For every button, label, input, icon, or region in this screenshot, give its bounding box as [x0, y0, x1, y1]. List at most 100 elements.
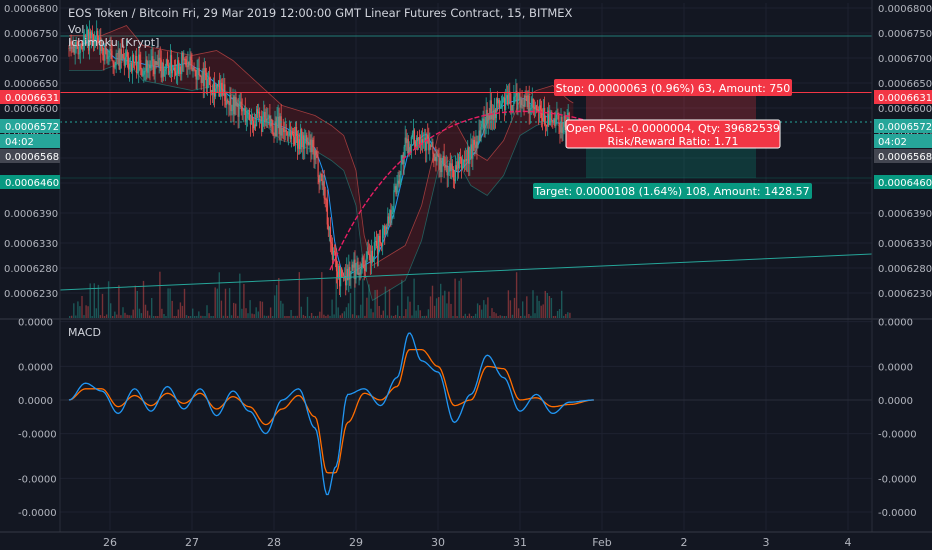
candle-body [70, 41, 72, 45]
volume-bar [237, 315, 239, 318]
candle-body [151, 56, 153, 61]
candle-body [521, 99, 523, 106]
badge-target-right-text: 0.0006460 [878, 178, 932, 189]
candle-body [178, 60, 180, 74]
volume-bar [107, 281, 110, 318]
candle-body [260, 116, 262, 118]
volume-bar [85, 305, 87, 318]
candle-body [218, 80, 220, 86]
candle-body [388, 216, 390, 224]
volume-bar [532, 290, 534, 318]
badge-target-left-text: 0.0006460 [5, 178, 59, 189]
volume-bar [409, 301, 411, 318]
macd-y-tick-left: 0.0000 [18, 362, 53, 373]
candle-body [417, 137, 420, 141]
candle-body [267, 118, 269, 120]
candle-body [390, 210, 392, 220]
candle-body [546, 124, 548, 127]
candle-body [257, 109, 259, 114]
volume-bar [438, 297, 440, 318]
y-tick-left: 0.0006600 [4, 104, 58, 115]
candle-body [230, 95, 232, 111]
candle-body [476, 141, 478, 148]
volume-bar [372, 312, 374, 318]
volume-bar [181, 305, 184, 318]
candle-body [538, 105, 541, 113]
candle-body [130, 63, 133, 72]
candle-body [435, 157, 437, 162]
candle-body [116, 53, 118, 55]
volume-bar [524, 315, 526, 318]
candle-body [347, 268, 349, 280]
candle-body [511, 105, 513, 111]
candle-body [290, 131, 292, 139]
candle-body [504, 97, 506, 110]
volume-bar [243, 284, 245, 318]
candle-body [391, 212, 393, 220]
volume-bar [337, 307, 339, 318]
candle-body [144, 70, 146, 72]
candle-body [563, 116, 565, 128]
volume-bar [132, 309, 134, 318]
badge-current-right-text: 0.0006572 [878, 122, 932, 133]
indicator-ichimoku-label[interactable]: Ichimoku [Krypt] [68, 36, 159, 49]
volume-bar [300, 306, 302, 318]
candle-body [409, 147, 411, 153]
volume-bar [294, 315, 296, 318]
candle-body [516, 90, 518, 110]
volume-bar [91, 316, 93, 318]
macd-y-tick-left: -0.0000 [18, 430, 57, 441]
candle-body [252, 120, 255, 129]
candle-body [97, 30, 99, 42]
chart-title: EOS Token / Bitcoin Fri, 29 Mar 2019 12:… [68, 6, 573, 20]
candle-body [360, 269, 362, 275]
candle-body [306, 135, 308, 145]
candle-body [220, 82, 222, 97]
candle-body [436, 154, 438, 162]
volume-bar [239, 273, 241, 318]
candle-body [418, 137, 421, 145]
volume-bar [450, 303, 452, 318]
volume-bar [312, 315, 315, 318]
candle-body [273, 134, 275, 136]
volume-bar [540, 305, 542, 318]
candle-body [486, 109, 488, 124]
candle-body [468, 147, 470, 164]
volume-bar [569, 312, 571, 318]
candle-body [375, 241, 378, 246]
candle-body [168, 70, 170, 75]
candle-body [528, 95, 530, 114]
volume-bar [280, 300, 282, 318]
candle-body [339, 266, 341, 287]
volume-bar [257, 311, 259, 318]
candle-body [539, 105, 542, 110]
candle-body [427, 134, 429, 140]
candle-body [278, 116, 280, 135]
volume-bar [81, 296, 83, 318]
candle-body [514, 95, 516, 97]
volume-bar [421, 316, 423, 318]
volume-bar [265, 315, 268, 318]
x-tick: 30 [431, 536, 445, 549]
candle-body [197, 68, 199, 70]
drawings[interactable] [59, 110, 873, 291]
candle-body [463, 160, 465, 166]
indicator-vol-label[interactable]: Vol [68, 23, 84, 36]
macd-label[interactable]: MACD [68, 326, 101, 339]
macd-y-tick-right: -0.0000 [878, 508, 917, 519]
candle-body [185, 59, 187, 66]
candle-body [480, 127, 482, 141]
candle-body [541, 117, 544, 122]
candle-body [505, 98, 507, 110]
volume-bar [274, 295, 276, 318]
candle-body [367, 251, 369, 254]
candle-body [190, 56, 192, 60]
volume-bar [556, 311, 559, 318]
volume-bar [296, 315, 298, 318]
volume-bar [360, 304, 362, 318]
candle-body [345, 276, 347, 286]
macd-y-tick-right: 0.0000 [878, 318, 913, 329]
volume-bar [466, 316, 469, 318]
candle-body [552, 122, 554, 123]
